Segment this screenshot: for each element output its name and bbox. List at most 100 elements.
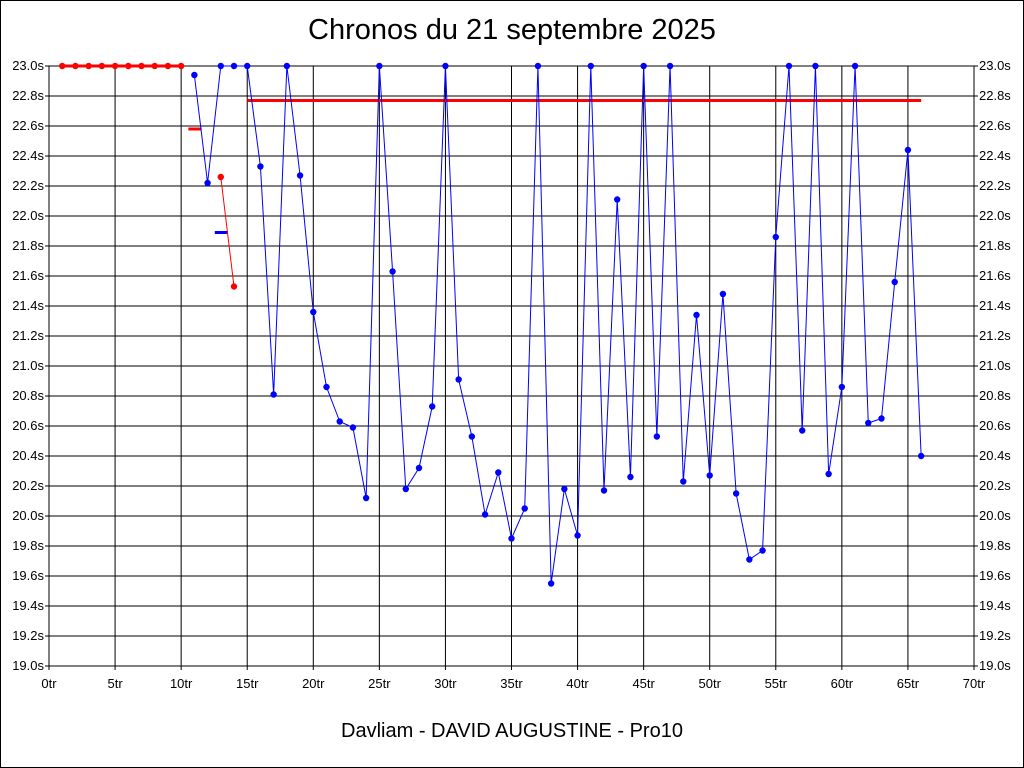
- data-point: [719, 290, 727, 298]
- chart-footer: Davliam - DAVID AUGUSTINE - Pro10: [341, 720, 683, 742]
- data-point: [917, 452, 925, 460]
- data-point: [323, 383, 330, 391]
- series-line: [220, 176, 235, 287]
- y-tick-label-left: 20.6s: [12, 418, 44, 433]
- data-point: [217, 173, 224, 181]
- data-point: [785, 62, 793, 70]
- x-tick-label: 55tr: [765, 676, 788, 691]
- y-tick-label-left: 19.2s: [12, 628, 44, 643]
- data-point: [85, 62, 92, 70]
- y-tick-label-left: 21.6s: [12, 268, 44, 283]
- data-point: [244, 62, 251, 70]
- data-point: [296, 172, 304, 179]
- y-tick-label-left: 22.2s: [12, 178, 44, 193]
- y-tick-label-right: 21.2s: [979, 328, 1011, 343]
- data-point: [495, 469, 502, 476]
- x-tick-label: 65tr: [897, 676, 920, 691]
- x-tick-label: 60tr: [831, 676, 854, 691]
- data-point: [455, 376, 462, 383]
- data-point: [772, 233, 779, 241]
- y-tick-label-right: 22.2s: [979, 178, 1011, 193]
- data-point: [151, 62, 158, 70]
- x-axis-ticks: 0tr 5tr 10tr 15tr 20tr 25tr 30tr 35tr 40tr 45tr 50…: [41, 676, 985, 691]
- series-line: [193, 65, 922, 584]
- y-axis-ticks: 19.0s 19.0s 19.2s 19.2s 19.4s 19.4s 19.6s 19.6s…: [12, 58, 1011, 673]
- grid-lines: [45, 65, 978, 670]
- data-point: [191, 71, 198, 79]
- data-point: [336, 418, 343, 425]
- y-tick-label-right: 21.8s: [979, 238, 1011, 253]
- data-point: [111, 62, 119, 70]
- data-point: [164, 62, 172, 70]
- data-point: [349, 424, 357, 431]
- chart-title: Chronos du 21 septembre 2025: [308, 14, 716, 46]
- y-tick-label-right: 22.4s: [979, 148, 1011, 163]
- data-point: [680, 478, 687, 485]
- data-point: [851, 62, 859, 70]
- y-tick-label-right: 20.6s: [979, 418, 1011, 433]
- x-tick-label: 70tr: [963, 676, 986, 691]
- y-tick-label-left: 20.0s: [12, 508, 44, 523]
- y-tick-label-right: 20.8s: [979, 388, 1011, 403]
- y-tick-label-left: 22.0s: [12, 208, 44, 223]
- data-point: [125, 62, 132, 70]
- data-point: [376, 62, 383, 70]
- y-tick-label-right: 22.8s: [979, 88, 1011, 103]
- x-tick-label: 50tr: [699, 676, 722, 691]
- data-point: [746, 556, 753, 563]
- y-tick-label-right: 23.0s: [979, 58, 1011, 73]
- data-point: [732, 490, 740, 497]
- data-point: [891, 278, 898, 286]
- y-tick-label-left: 21.8s: [12, 238, 44, 253]
- data-point: [587, 62, 594, 70]
- data-point: [468, 433, 476, 440]
- data-point: [98, 62, 106, 70]
- x-tick-label: 15tr: [236, 676, 259, 691]
- data-point: [362, 494, 370, 502]
- y-tick-label-right: 19.2s: [979, 628, 1011, 643]
- y-tick-label-right: 21.4s: [979, 298, 1011, 313]
- data-point: [865, 419, 872, 427]
- y-tick-label-left: 19.8s: [12, 538, 44, 553]
- data-point: [217, 62, 224, 70]
- x-tick-label: 10tr: [170, 676, 193, 691]
- data-point: [508, 535, 515, 542]
- data-point: [561, 485, 568, 493]
- data-point: [838, 383, 846, 391]
- data-point: [310, 308, 317, 316]
- y-tick-label-right: 19.0s: [979, 658, 1011, 673]
- data-point: [442, 62, 449, 70]
- y-tick-label-left: 20.4s: [12, 448, 44, 463]
- data-point: [878, 415, 885, 422]
- x-tick-label: 20tr: [302, 676, 325, 691]
- data-point: [389, 268, 396, 275]
- data-point: [204, 179, 211, 187]
- data-point: [415, 464, 423, 472]
- y-tick-label-right: 20.2s: [979, 478, 1011, 493]
- y-tick-label-right: 20.4s: [979, 448, 1011, 463]
- data-point: [72, 62, 79, 70]
- data-point: [574, 532, 581, 539]
- x-tick-label: 0tr: [41, 676, 57, 691]
- data-point: [429, 403, 436, 410]
- y-tick-label-right: 21.0s: [979, 358, 1011, 373]
- y-tick-label-left: 21.0s: [12, 358, 44, 373]
- data-point: [521, 505, 528, 512]
- x-tick-label: 25tr: [368, 676, 391, 691]
- data-point: [257, 163, 264, 170]
- y-tick-label-left: 23.0s: [12, 58, 44, 73]
- y-tick-label-left: 21.4s: [12, 298, 44, 313]
- data-point: [534, 62, 542, 70]
- data-point: [825, 470, 832, 478]
- data-point: [230, 283, 238, 290]
- y-tick-label-left: 22.4s: [12, 148, 44, 163]
- y-tick-label-left: 22.6s: [12, 118, 44, 133]
- data-point: [59, 62, 66, 70]
- data-point: [481, 511, 489, 518]
- data-point: [640, 62, 647, 70]
- y-tick-label-right: 19.4s: [979, 598, 1011, 613]
- y-tick-label-left: 19.4s: [12, 598, 44, 613]
- data-point: [547, 580, 555, 587]
- y-tick-label-right: 19.6s: [979, 568, 1011, 583]
- y-tick-label-right: 22.6s: [979, 118, 1011, 133]
